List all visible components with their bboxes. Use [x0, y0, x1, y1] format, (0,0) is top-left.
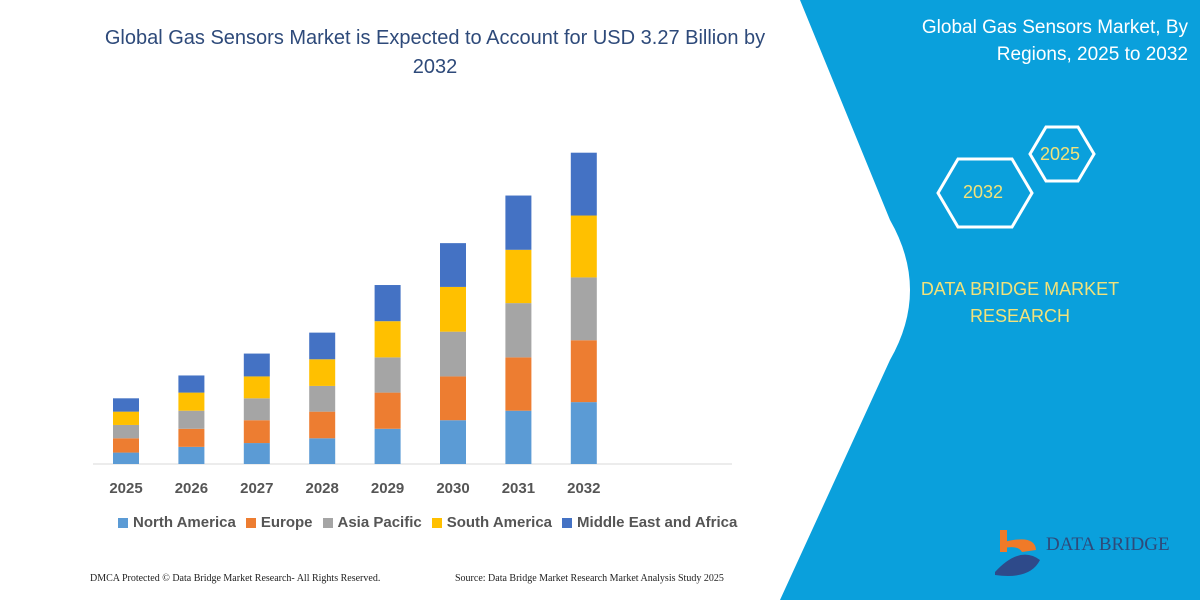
legend-item: North America	[118, 514, 236, 531]
hex-2025-shape	[1028, 125, 1096, 183]
bar-segment	[113, 438, 139, 453]
bar-segment	[113, 424, 139, 439]
bar-segment	[570, 215, 597, 278]
x-tick-label: 2030	[436, 480, 469, 497]
legend-swatch	[322, 517, 333, 528]
legend-item: Europe	[245, 514, 313, 531]
bar-segment	[374, 392, 401, 429]
x-tick-label: 2032	[567, 480, 600, 497]
bar-segment	[570, 152, 597, 216]
bar-segment	[178, 392, 205, 411]
bar-segment	[440, 286, 466, 332]
chart-title: Global Gas Sensors Market is Expected to…	[104, 27, 766, 78]
bar-segment	[505, 303, 532, 358]
bars	[113, 152, 597, 464]
legend-item: Asia Pacific	[322, 514, 422, 531]
bar-segment	[440, 243, 466, 287]
bar-segment	[505, 195, 532, 250]
legend-swatch	[431, 517, 442, 528]
bar-segment	[440, 420, 466, 464]
x-tick-label: 2028	[306, 480, 339, 497]
legend-label: South America	[446, 514, 553, 531]
x-tick-labels: 2025 2026 2027 2028 2029 2030 2031 2032	[109, 480, 600, 497]
legend-swatch	[245, 517, 256, 528]
bar-segment	[309, 385, 336, 412]
legend-swatch	[562, 517, 573, 528]
bar-segment	[113, 411, 139, 425]
bar-segment	[309, 438, 336, 464]
bar-segment	[309, 411, 336, 439]
bar-segment	[243, 353, 270, 377]
legend-label: Asia Pacific	[337, 514, 422, 531]
legend: North America Europe Asia Pacific South Ame…	[118, 514, 737, 531]
bar-segment	[113, 452, 139, 464]
legend-label: Europe	[260, 514, 313, 531]
bar-segment	[178, 375, 205, 393]
bar-segment	[440, 331, 466, 377]
legend-swatch	[118, 517, 128, 528]
bar-segment	[309, 332, 336, 360]
bar-segment	[243, 420, 270, 444]
bar-segment	[505, 410, 532, 464]
legend-label: North America	[133, 514, 236, 531]
legend-item: Middle East and Africa	[562, 514, 737, 531]
bar-segment	[440, 376, 466, 421]
hex-2025-label: 2025	[1040, 144, 1081, 164]
bar-segment	[178, 428, 205, 447]
bar-segment	[178, 410, 205, 429]
hex-2032-shape	[936, 157, 1034, 229]
bar-segment	[243, 398, 270, 421]
bar-segment	[374, 321, 401, 358]
bar-segment	[374, 428, 401, 464]
blue-panel	[780, 0, 1200, 600]
logo-text: DATA BRIDGE	[1046, 534, 1170, 555]
side-title: Global Gas Sensors Market, By Regions, 2…	[921, 17, 1188, 65]
x-tick-label: 2031	[502, 480, 535, 497]
x-tick-label: 2026	[175, 480, 208, 497]
x-tick-label: 2029	[371, 480, 404, 497]
footer-copyright: DMCA Protected © Data Bridge Market Rese…	[90, 573, 381, 584]
bar-segment	[570, 402, 597, 464]
footer-source: Source: Data Bridge Market Research Mark…	[455, 573, 724, 584]
bar-segment	[243, 376, 270, 399]
hex-2032-label: 2032	[963, 182, 1004, 202]
bar-segment	[374, 285, 401, 322]
legend-label: Middle East and Africa	[577, 514, 738, 531]
logo-icon	[995, 530, 1040, 576]
bar-segment	[505, 357, 532, 411]
legend-item: South America	[431, 514, 553, 531]
bar-segment	[309, 359, 336, 386]
bar-segment	[570, 277, 597, 341]
bar-segment	[178, 446, 205, 464]
bar-segment	[113, 398, 139, 412]
x-tick-label: 2027	[240, 480, 273, 497]
bar-segment	[505, 249, 532, 304]
x-tick-label: 2025	[109, 480, 142, 497]
bar-segment	[374, 357, 401, 393]
brand-text: DATA BRIDGE MARKET RESEARCH	[920, 279, 1120, 326]
bar-segment	[570, 340, 597, 403]
bar-segment	[243, 443, 270, 464]
